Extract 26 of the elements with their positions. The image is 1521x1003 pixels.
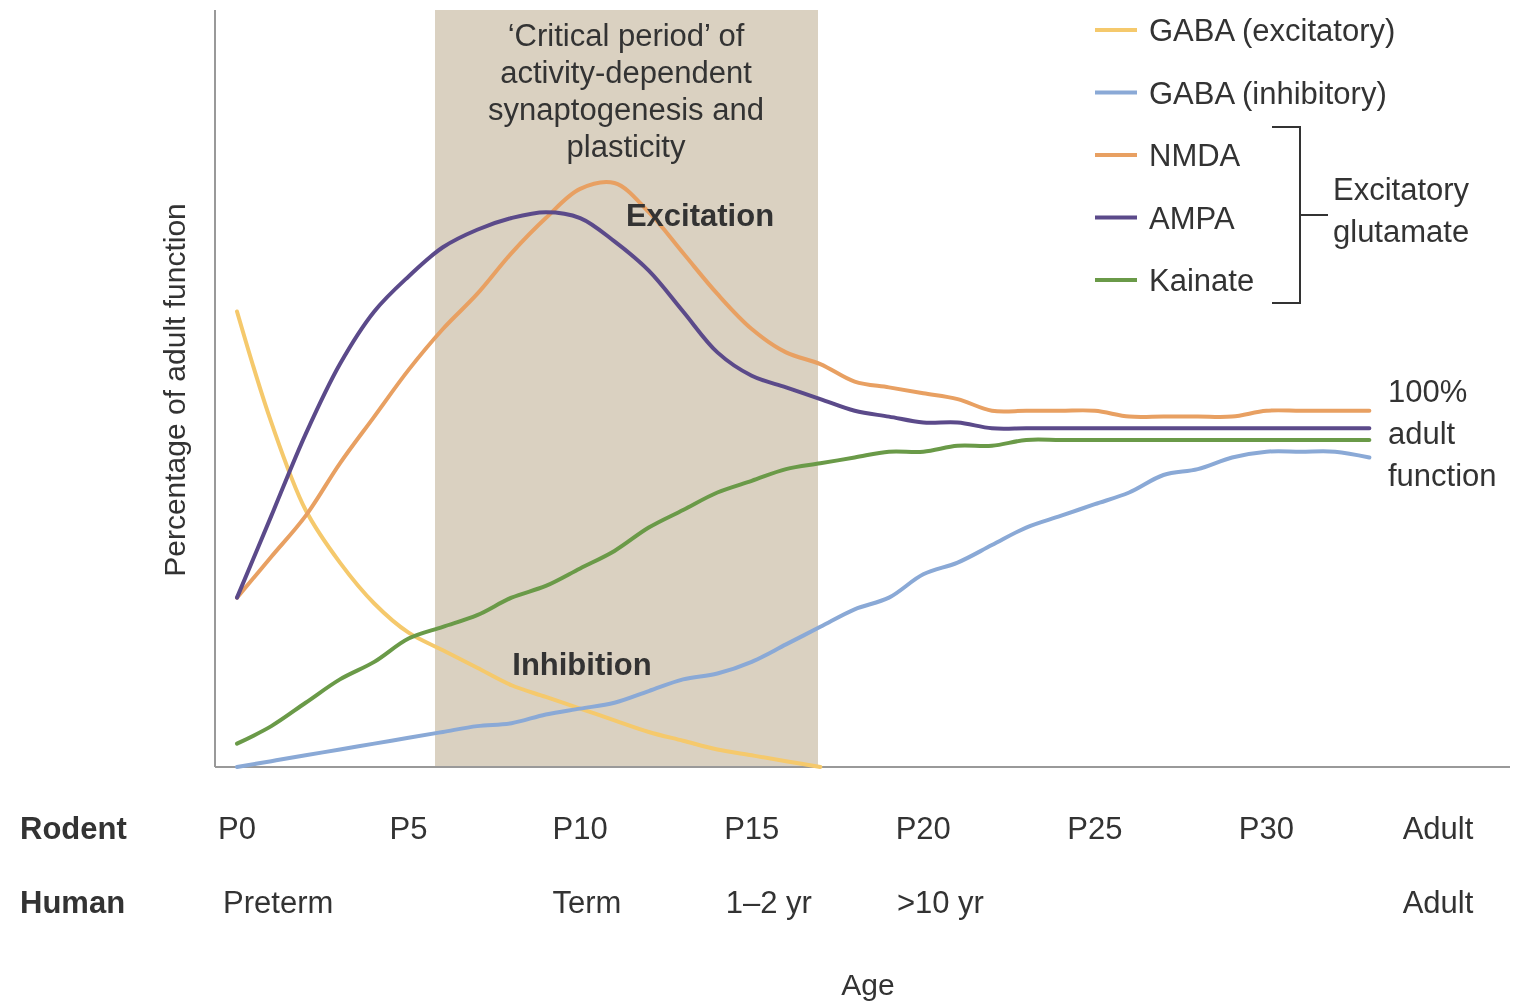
x-tick-label: P10 xyxy=(552,811,608,846)
legend-label: GABA (excitatory) xyxy=(1149,13,1396,48)
text: >10 yr xyxy=(896,885,984,920)
x-tick-label: P15 xyxy=(724,811,780,846)
text: 1–2 yr xyxy=(725,885,812,920)
text: ‘Critical period’ of activity-dependent synaptogenesis and plasticity xyxy=(488,18,764,164)
annotation: 100% adult function xyxy=(1388,374,1497,493)
text: Rodent xyxy=(20,811,127,846)
legend-label: NMDA xyxy=(1149,138,1241,173)
x-tick-label: P20 xyxy=(895,811,951,846)
x-tick-label: P0 xyxy=(218,811,256,846)
text: Human xyxy=(20,885,126,920)
text: Adult xyxy=(1402,885,1474,920)
x-axis-title: Age xyxy=(841,968,895,1001)
text: Preterm xyxy=(223,885,334,920)
annotation: Inhibition xyxy=(512,647,652,682)
text: Term xyxy=(552,885,622,920)
legend-label: AMPA xyxy=(1149,200,1235,236)
x-tick-label: P30 xyxy=(1238,811,1295,846)
x-tick-label: P25 xyxy=(1067,811,1123,846)
x-tick-label: Adult xyxy=(1402,811,1474,846)
legend-label: GABA (inhibitory) xyxy=(1149,75,1387,111)
legend-label: Kainate xyxy=(1149,263,1255,298)
annotation: Excitatory glutamate xyxy=(1333,172,1470,249)
x-tick-label: P5 xyxy=(389,811,428,846)
y-axis-title: Percentage of adult function xyxy=(158,203,191,577)
